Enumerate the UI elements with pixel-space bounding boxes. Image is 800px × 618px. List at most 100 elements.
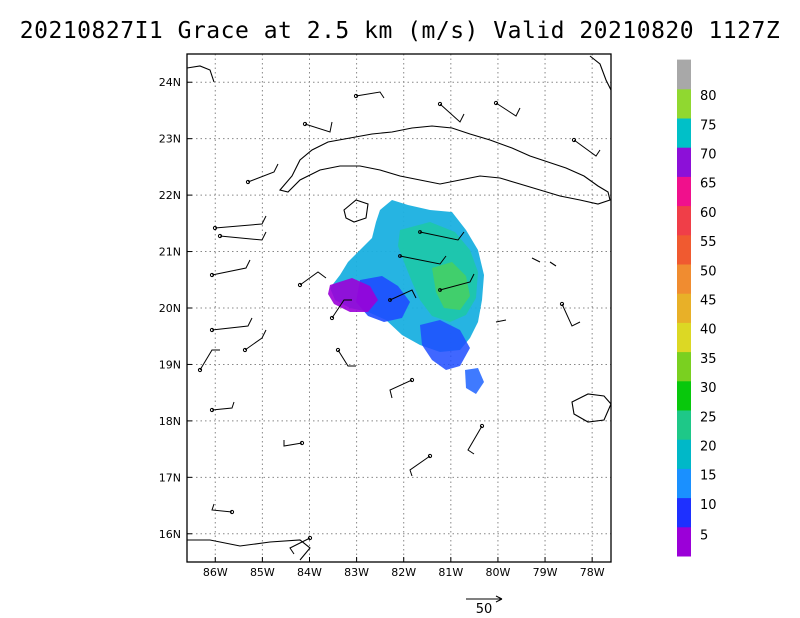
coastlines — [187, 55, 611, 561]
barb-center-1 — [297, 271, 327, 288]
barb-west-6 — [242, 329, 267, 353]
lat-label-24N: 24N — [159, 76, 181, 89]
colorbar-label-70: 70 — [700, 148, 717, 163]
colorbar-segment-0 — [677, 526, 691, 557]
barb-s-2 — [389, 377, 415, 399]
colorbar-label-60: 60 — [700, 206, 717, 221]
colorbar-label-65: 65 — [700, 177, 717, 192]
colorbar-segment-2 — [677, 468, 691, 499]
wind-barbs — [197, 91, 601, 555]
latitude-labels: 24N 23N 22N 21N 20N 19N 18N 17N 16N — [159, 76, 181, 541]
colorbar-segment-1 — [677, 497, 691, 528]
colorbar-segment-12 — [677, 176, 691, 207]
colorbar-label-50: 50 — [700, 264, 717, 279]
barb-west-3 — [209, 259, 251, 278]
colorbar-segment-6 — [677, 351, 691, 382]
barb-west-4 — [209, 317, 253, 333]
barb-core-3 — [438, 273, 475, 292]
lon-label-79W: 79W — [533, 566, 558, 579]
colorbar-label-35: 35 — [700, 352, 717, 367]
reference-arrow-head — [495, 595, 503, 603]
barb-e-1 — [559, 301, 581, 327]
barb-west-5 — [197, 349, 220, 373]
colorbar-segment-8 — [677, 293, 691, 323]
colorbar-label-40: 40 — [700, 323, 717, 338]
barb-west-2 — [217, 231, 267, 241]
colorbar-segment-11 — [677, 205, 691, 236]
colorbar-segment-16 — [677, 59, 691, 90]
yucatan-coast — [187, 65, 215, 83]
lat-label-23N: 23N — [159, 133, 181, 146]
colorbar-label-30: 30 — [700, 381, 717, 396]
lon-label-84W: 84W — [297, 566, 322, 579]
barb-nw-1 — [245, 163, 279, 185]
echo-blue-tail — [465, 368, 484, 394]
colorbar-label-25: 25 — [700, 410, 717, 425]
colorbar-segment-13 — [677, 147, 691, 177]
barb-core-2 — [418, 230, 465, 241]
lon-label-80W: 80W — [485, 566, 510, 579]
barb-n-3 — [493, 100, 521, 117]
colorbar-segment-10 — [677, 234, 691, 265]
colorbar-label-10: 10 — [700, 498, 717, 513]
colorbar-label-80: 80 — [700, 89, 717, 104]
lat-label-17N: 17N — [159, 471, 181, 484]
barb-core-4 — [388, 289, 417, 302]
lat-label-19N: 19N — [159, 358, 181, 371]
cayman-islands — [495, 257, 557, 323]
barb-sw-2 — [209, 401, 235, 413]
colorbar-segment-5 — [677, 380, 691, 411]
colorbar-segment-3 — [677, 439, 691, 469]
colorbar-segment-15 — [677, 88, 691, 119]
colorbar-label-20: 20 — [700, 440, 717, 455]
echo-blue-south — [420, 320, 470, 370]
reference-vector-label: 50 — [476, 602, 493, 617]
colorbar-segment-14 — [677, 118, 691, 148]
echo-purple-west — [328, 278, 378, 312]
lon-label-85W: 85W — [250, 566, 275, 579]
velocity-field — [328, 200, 484, 394]
colorbar-label-15: 15 — [700, 469, 717, 484]
barb-s-3 — [467, 423, 485, 455]
longitude-labels: 86W 85W 84W 83W 82W 81W 80W 79W 78W — [203, 566, 605, 579]
barb-core-1 — [398, 254, 447, 265]
barb-sw-4 — [289, 535, 313, 555]
colorbar: 5 10 15 20 25 30 35 40 45 50 55 60 65 70 75 80 — [677, 59, 717, 557]
graticule-grid — [187, 54, 611, 562]
map-frame — [186, 53, 612, 563]
lat-label-20N: 20N — [159, 302, 181, 315]
lon-label-81W: 81W — [438, 566, 463, 579]
echo-green-core — [432, 262, 470, 310]
barb-n-4 — [571, 137, 601, 157]
barb-nw-2 — [302, 121, 333, 133]
barb-west-1 — [212, 215, 267, 231]
florida-tip — [589, 55, 611, 91]
colorbar-segment-7 — [677, 322, 691, 353]
barb-center-2 — [329, 299, 352, 321]
lat-label-22N: 22N — [159, 189, 181, 202]
lat-label-21N: 21N — [159, 246, 181, 259]
barb-n-2 — [437, 101, 465, 123]
reference-vector: 50 — [466, 595, 503, 617]
lon-label-82W: 82W — [391, 566, 416, 579]
colorbar-label-75: 75 — [700, 118, 717, 133]
colorbar-label-45: 45 — [700, 294, 717, 309]
chart-title: 20210827I1 Grace at 2.5 km (m/s) Valid 2… — [19, 18, 781, 44]
colorbar-label-55: 55 — [700, 235, 717, 250]
lon-label-86W: 86W — [203, 566, 228, 579]
lon-label-83W: 83W — [344, 566, 369, 579]
colorbar-label-5: 5 — [700, 529, 708, 544]
jamaica-coastline — [571, 393, 611, 423]
colorbar-segment-9 — [677, 264, 691, 294]
barb-sw-3 — [211, 503, 235, 515]
barb-sw-1 — [283, 440, 305, 447]
lat-label-18N: 18N — [159, 415, 181, 428]
colorbar-segment-4 — [677, 410, 691, 440]
barb-s-4 — [409, 453, 433, 477]
lon-label-78W: 78W — [580, 566, 605, 579]
barb-s-1 — [335, 347, 356, 367]
lat-label-16N: 16N — [159, 528, 181, 541]
isle-of-youth — [343, 199, 369, 223]
cuba-coastline — [279, 125, 611, 205]
